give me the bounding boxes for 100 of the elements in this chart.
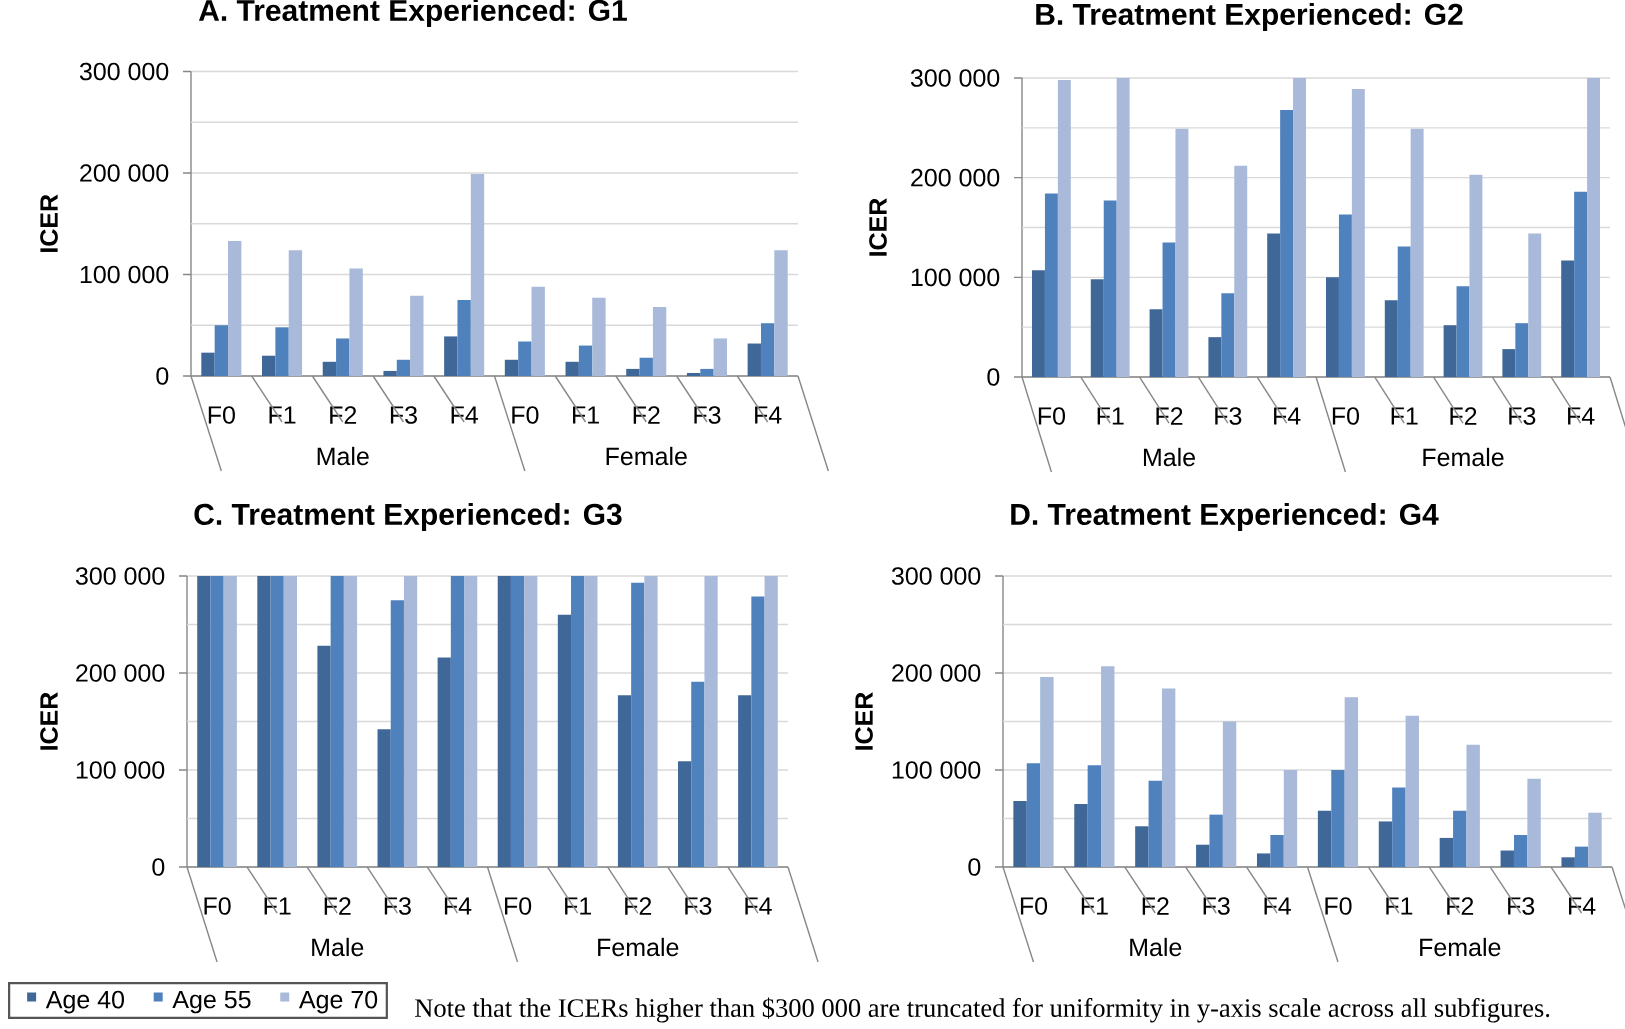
bar — [1090, 279, 1104, 378]
bar — [1087, 765, 1102, 868]
x-tick-label: F0 — [208, 406, 235, 424]
bar — [1410, 128, 1424, 378]
x-tick-label: F1 — [565, 897, 592, 915]
bar — [1574, 846, 1589, 868]
chart-title: A. Treatment Experienced: G1 — [198, 0, 627, 27]
legend-label: Age 70 — [298, 990, 378, 1014]
bar — [700, 368, 714, 377]
bar — [396, 359, 411, 377]
bar — [571, 576, 585, 868]
bar — [738, 695, 752, 868]
x-tick-label: F1 — [1081, 897, 1108, 915]
bar — [1513, 835, 1528, 868]
bar — [1221, 293, 1235, 378]
bar — [1032, 270, 1045, 378]
x-tick-label: F2 — [625, 897, 652, 915]
x-tick-label: F4 — [1264, 897, 1291, 915]
bar — [1162, 242, 1176, 378]
legend-label: Age 40 — [45, 990, 125, 1014]
x-tick-label: F4 — [1569, 897, 1596, 915]
x-tick-label: F3 — [384, 897, 411, 915]
bar — [578, 345, 593, 377]
y-tick-label: 200 000 — [892, 664, 981, 682]
bar — [1338, 214, 1352, 378]
bar — [617, 695, 632, 868]
bar — [214, 325, 229, 377]
x-tick-label: F0 — [204, 897, 231, 915]
bar — [275, 327, 289, 377]
bar — [713, 338, 727, 377]
bar — [652, 306, 667, 377]
bar — [1466, 744, 1480, 868]
bar — [704, 576, 718, 868]
bar — [1502, 349, 1516, 378]
bar — [565, 361, 579, 377]
bar — [257, 576, 271, 868]
x-tick-label: F3 — [1508, 897, 1535, 915]
y-tick-label: 0 — [968, 858, 981, 876]
bar — [1026, 763, 1041, 868]
bar — [270, 576, 284, 868]
bar — [1270, 835, 1284, 868]
y-tick-label: 0 — [156, 367, 169, 385]
x-tick-label: F0 — [512, 406, 539, 424]
bar — [330, 576, 344, 868]
bar — [1116, 78, 1130, 378]
bar — [1588, 812, 1602, 868]
y-axis-title: ICER — [40, 692, 58, 750]
x-tick-label: F1 — [264, 897, 291, 915]
text: Note that the ICERs higher than $300 000 are truncated for uniformity in y-axis scale across all subfigures. — [415, 997, 1550, 1023]
x-tick-label: F0 — [1332, 407, 1360, 425]
bar — [1135, 826, 1149, 868]
x-tick-label: F3 — [1203, 897, 1230, 915]
bar — [1561, 260, 1575, 378]
x-tick-label: F2 — [330, 406, 357, 424]
bar — [410, 295, 424, 377]
bar — [1326, 277, 1339, 378]
bar — [1256, 853, 1271, 868]
bar — [383, 370, 397, 377]
bar — [464, 576, 478, 868]
x-tick-label: F3 — [694, 406, 721, 424]
y-tick-label: 200 000 — [76, 664, 165, 682]
x-tick-label: F0 — [505, 897, 532, 915]
bar — [1528, 233, 1542, 378]
bar — [1044, 193, 1058, 378]
text: Female — [1420, 937, 1501, 957]
bar — [1500, 850, 1514, 868]
x-tick-label: F0 — [1020, 897, 1048, 915]
bar — [1351, 88, 1365, 378]
bar — [747, 343, 761, 377]
bar — [1196, 844, 1210, 868]
bar — [283, 576, 297, 868]
y-tick-label: 300 000 — [910, 69, 1000, 87]
y-tick-label: 200 000 — [80, 164, 169, 182]
y-tick-label: 100 000 — [892, 761, 981, 779]
bar — [1453, 810, 1467, 868]
bar — [1397, 246, 1411, 378]
x-tick-label: F1 — [269, 406, 296, 424]
y-tick-label: 300 000 — [891, 567, 981, 585]
bar — [1013, 801, 1027, 868]
x-tick-label: F4 — [444, 897, 472, 915]
y-axis-title: ICER — [869, 198, 887, 256]
x-tick-label: F0 — [1325, 897, 1352, 915]
bar — [1209, 814, 1223, 868]
bar — [1101, 666, 1115, 868]
bar — [1392, 787, 1406, 868]
bar — [751, 596, 765, 868]
bar — [201, 352, 215, 377]
bar — [223, 576, 237, 868]
x-tick-label: F4 — [1568, 407, 1595, 425]
bar — [1574, 191, 1588, 378]
bar — [626, 368, 640, 377]
text: Male — [312, 937, 364, 957]
bar — [262, 355, 276, 377]
bar — [1456, 286, 1470, 378]
y-tick-label: 100 000 — [80, 265, 169, 284]
text: Female — [606, 446, 687, 466]
bar — [403, 576, 418, 868]
y-axis-title: ICER — [40, 194, 58, 252]
bar — [1293, 78, 1307, 378]
bar — [1040, 676, 1054, 868]
